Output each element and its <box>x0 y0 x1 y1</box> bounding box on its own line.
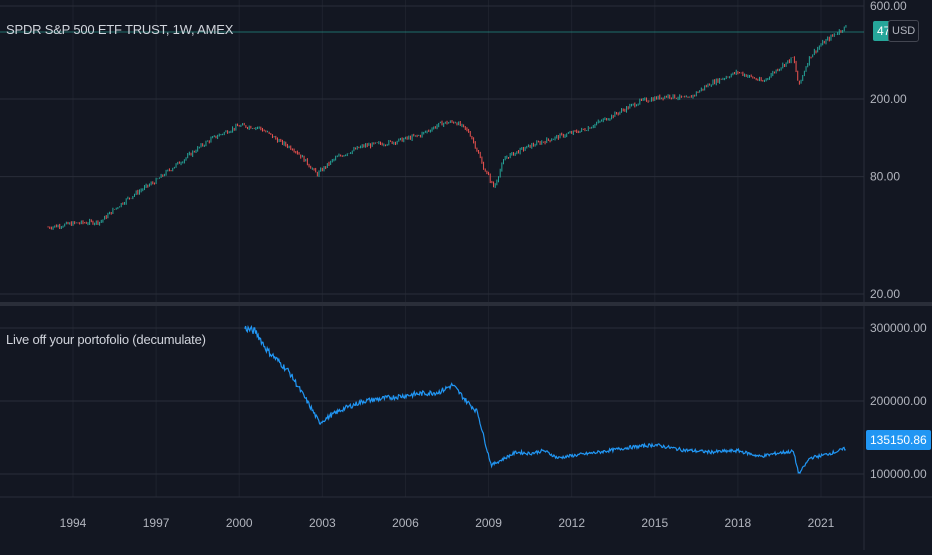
price-y-tick: 200.00 <box>870 92 907 106</box>
price-y-tick: 600.00 <box>870 0 907 13</box>
currency-selector[interactable]: USD <box>888 20 920 42</box>
ticks-layer: 600.00 200.00 80.00 20.00 300000.00 200000.00… <box>60 0 927 530</box>
time-tick: 1997 <box>143 516 170 530</box>
time-tick: 2003 <box>309 516 336 530</box>
time-tick: 2000 <box>226 516 253 530</box>
indicator-pane-title[interactable]: Live off your portofolio (decumulate) <box>6 332 206 347</box>
indicator-layer <box>244 324 846 475</box>
indicator-y-tick: 100000.00 <box>870 467 927 481</box>
time-tick: 2015 <box>641 516 668 530</box>
indicator-series-line <box>244 324 846 475</box>
time-tick: 2012 <box>558 516 585 530</box>
price-pane-title[interactable]: SPDR S&P 500 ETF TRUST, 1W, AMEX <box>6 22 234 37</box>
price-y-tick: 20.00 <box>870 287 900 301</box>
grid-layer <box>0 0 864 497</box>
time-tick: 2018 <box>725 516 752 530</box>
time-tick: 1994 <box>60 516 87 530</box>
indicator-y-tick: 200000.00 <box>870 394 927 408</box>
indicator-y-tick: 300000.00 <box>870 321 927 335</box>
time-tick: 2021 <box>808 516 835 530</box>
time-tick: 2009 <box>475 516 502 530</box>
time-tick: 2006 <box>392 516 419 530</box>
indicator-last-value-tag: 135150.86 <box>866 430 931 450</box>
candles-layer <box>47 25 847 230</box>
price-y-tick: 80.00 <box>870 170 900 184</box>
